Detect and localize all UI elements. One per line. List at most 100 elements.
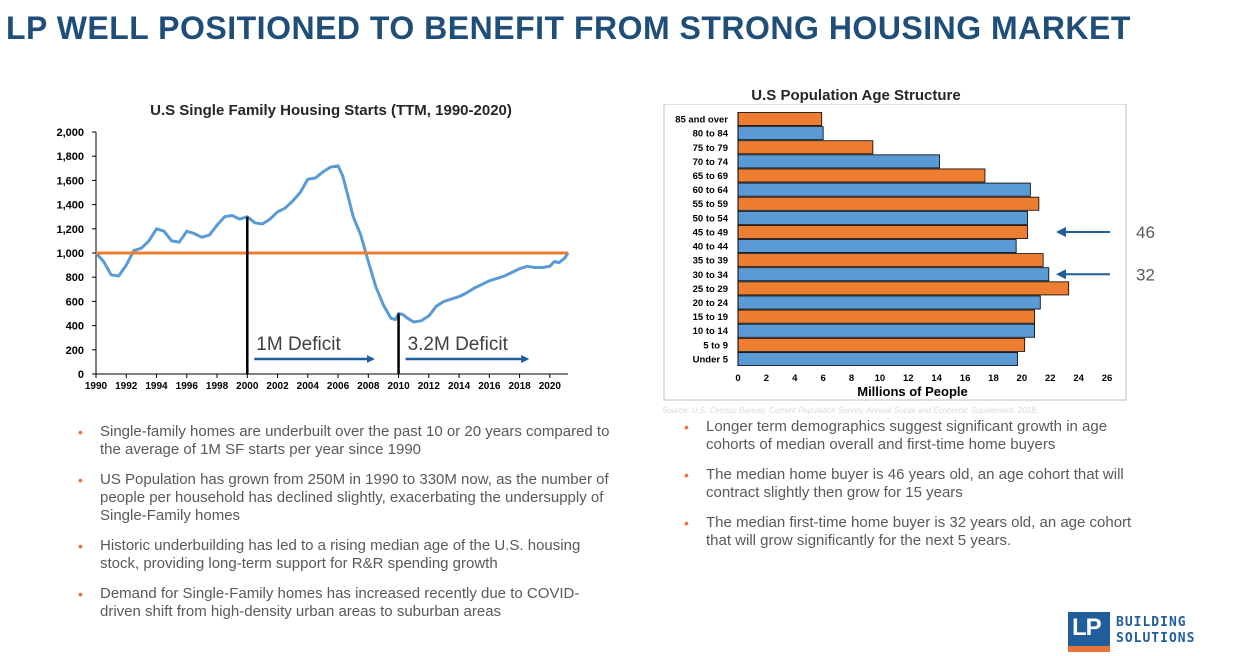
bullet-item: • Single-family homes are underbuilt ove… [74, 423, 614, 459]
x-tick-label: 10 [875, 373, 886, 384]
age-category-label: 85 and over [675, 115, 728, 126]
y-tick-label: 1,400 [56, 200, 84, 212]
x-tick-label: 12 [903, 373, 914, 384]
logo-line-2: SOLUTIONS [1116, 631, 1196, 646]
population-bar [737, 267, 1050, 282]
x-tick-label: 2002 [266, 381, 289, 392]
x-tick-label: 1992 [115, 381, 138, 392]
x-tick-label: 18 [988, 373, 999, 384]
x-axis-title: Millions of People [857, 384, 968, 399]
y-tick-label: 1,000 [56, 248, 84, 260]
x-tick-label: 20 [1017, 373, 1028, 384]
x-tick-label: 22 [1045, 373, 1056, 384]
age-category-label: 45 to 49 [693, 227, 728, 238]
population-bar [737, 126, 824, 141]
population-bar [737, 253, 1044, 268]
lp-logo-letters: LP [1072, 614, 1102, 641]
x-tick-label: 6 [821, 373, 826, 384]
slide-title: LP WELL POSITIONED TO BENEFIT FROM STRON… [6, 10, 1131, 46]
x-tick-label: 24 [1073, 373, 1084, 384]
population-bar [737, 323, 1036, 338]
x-tick-label: 2020 [539, 381, 562, 392]
housing-starts-line [94, 164, 570, 324]
bullet-item: • The median first-time home buyer is 32… [680, 514, 1150, 550]
population-bar [737, 182, 1031, 197]
bullet-text: The median first-time home buyer is 32 y… [706, 514, 1132, 549]
age-category-label: 35 to 39 [693, 256, 728, 267]
y-tick-label: 200 [66, 345, 84, 357]
x-tick-label: 0 [735, 373, 740, 384]
bullet-text: Single-family homes are underbuilt over … [100, 423, 610, 458]
bullet-marker: • [684, 419, 689, 435]
age-category-label: 80 to 84 [693, 129, 729, 140]
population-bar [737, 168, 986, 183]
y-tick-label: 400 [66, 321, 84, 333]
bullet-item: • Historic underbuilding has led to a ri… [74, 537, 614, 573]
bullet-item: • The median home buyer is 46 years old,… [680, 466, 1150, 502]
population-bar [737, 337, 1026, 352]
age-category-label: 30 to 34 [693, 270, 729, 281]
x-tick-label: 2012 [418, 381, 441, 392]
x-tick-label: 1994 [145, 381, 168, 392]
left-bullet-list: • Single-family homes are underbuilt ove… [74, 423, 614, 621]
lp-logo-text: BUILDING SOLUTIONS [1116, 615, 1195, 647]
bullet-text: The median home buyer is 46 years old, a… [706, 466, 1124, 501]
bullet-marker: • [684, 515, 689, 531]
housing-starts-chart: 0 200 400 600 800 1,000 1,200 1,400 1,600 1,800 2,… [56, 127, 570, 392]
y-tick-label: 800 [66, 272, 84, 284]
population-bar [737, 239, 1017, 254]
y-tick-label: 0 [78, 369, 84, 381]
population-bar [737, 295, 1041, 310]
population-bar [737, 224, 1028, 239]
chart-border [663, 104, 1127, 401]
bullet-marker: • [78, 472, 83, 488]
age-category-label: 50 to 54 [693, 213, 729, 224]
logo-line-1: BUILDING [1116, 615, 1187, 630]
bullet-marker: • [78, 586, 83, 602]
age-category-label: 60 to 64 [693, 185, 729, 196]
population-bar [737, 351, 1018, 366]
x-tick-label: 1998 [206, 381, 229, 392]
population-bar [737, 196, 1040, 211]
bullet-item: • Longer term demographics suggest signi… [680, 418, 1150, 454]
population-chart-title: U.S Population Age Structure [751, 87, 961, 104]
x-tick-label: 2004 [297, 381, 320, 392]
bullet-item: • Demand for Single-Family homes has inc… [74, 585, 614, 621]
bullet-item: • US Population has grown from 250M in 1… [74, 471, 614, 525]
callout-age-label: 46 [1136, 223, 1155, 242]
age-category-label: 55 to 59 [693, 199, 728, 210]
age-category-label: 20 to 24 [693, 298, 729, 309]
age-category-label: 40 to 44 [693, 242, 729, 253]
x-tick-label: 1996 [176, 381, 199, 392]
x-tick-label: 26 [1102, 373, 1113, 384]
age-category-label: 70 to 74 [693, 157, 729, 168]
y-tick-label: 1,600 [56, 175, 84, 187]
deficit-label: 1M Deficit [256, 334, 341, 355]
bullet-text: US Population has grown from 250M in 199… [100, 471, 609, 524]
population-bar [737, 210, 1028, 225]
lp-logo-bar [1068, 646, 1110, 652]
x-tick-label: 2000 [236, 381, 259, 392]
x-tick-label: 16 [960, 373, 971, 384]
lp-logo: LP BUILDING SOLUTIONS [1068, 612, 1238, 652]
age-category-label: 65 to 69 [693, 171, 728, 182]
x-tick-label: 2014 [448, 381, 471, 392]
population-bar [737, 140, 874, 155]
population-bar [737, 309, 1036, 324]
bullet-text: Longer term demographics suggest signifi… [706, 418, 1108, 453]
age-category-label: 75 to 79 [693, 143, 728, 154]
population-bar [737, 112, 823, 127]
y-tick-label: 2,000 [56, 127, 84, 139]
bullet-text: Historic underbuilding has led to a risi… [100, 537, 581, 572]
x-tick-label: 2008 [357, 381, 380, 392]
housing-chart-title: U.S Single Family Housing Starts (TTM, 1… [150, 102, 512, 119]
x-tick-label: 4 [792, 373, 798, 384]
age-category-label: 5 to 9 [703, 340, 728, 351]
deficit-label: 3.2M Deficit [408, 334, 509, 355]
age-category-label: 15 to 19 [693, 312, 728, 323]
right-bullet-list: • Longer term demographics suggest signi… [680, 418, 1150, 550]
age-category-label: 25 to 29 [693, 284, 728, 295]
age-category-label: 10 to 14 [693, 326, 729, 337]
bullet-marker: • [78, 538, 83, 554]
